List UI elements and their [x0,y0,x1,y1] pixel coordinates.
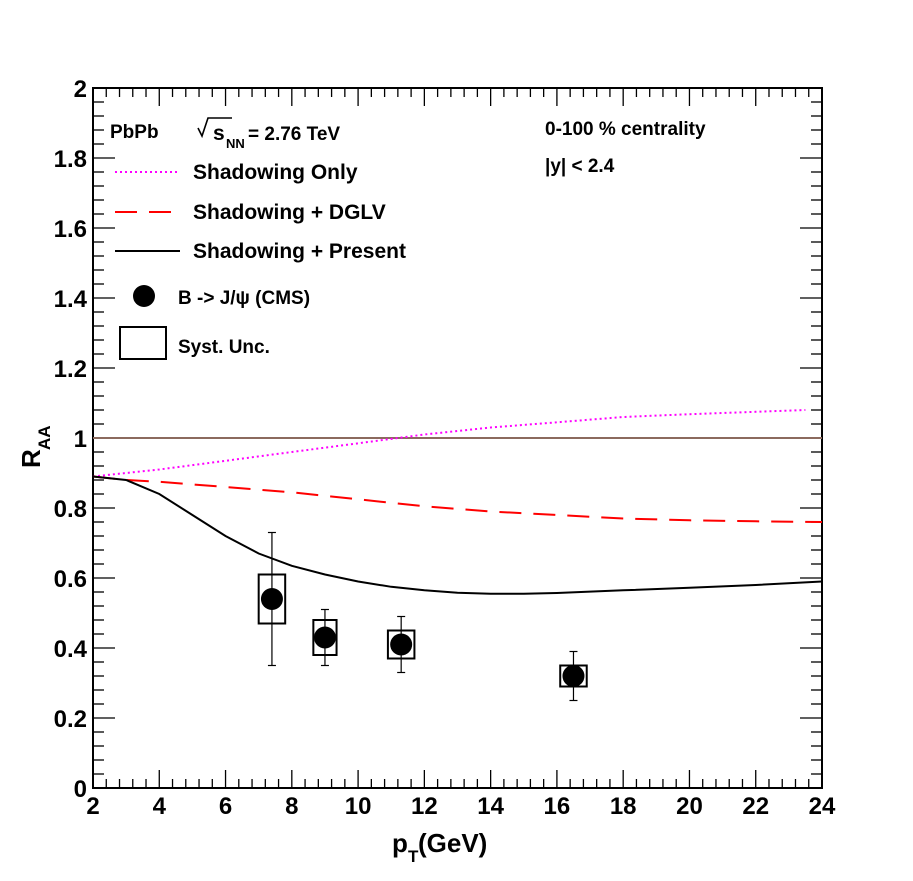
data-point-marker [313,626,336,649]
x-tick-label: 14 [477,793,504,820]
x-axis-title-sub: T [408,847,419,866]
sqrt-sign [197,117,232,139]
y-tick-label: 1.4 [54,286,88,313]
annotation-energy-sub: NN [226,136,245,151]
annotation-centrality: 0-100 % centrality [545,119,706,140]
text-layer: PbPb s NN = 2.76 TeV 0-100 % centrality … [16,117,706,866]
annotation-energy-prefix: s [213,122,225,145]
y-tick-label: 0.2 [54,706,87,733]
y-tick-label: 0.4 [54,636,88,663]
syst-unc-box [386,629,416,660]
syst-unc-box [312,619,338,656]
x-axis-title-unit: (GeV) [418,828,487,858]
legend-label-syst-unc: Syst. Unc. [178,337,270,358]
y-tick-label: 0 [74,776,87,803]
series-line-shadowing-present [92,475,823,595]
legend: Shadowing Only Shadowing + DGLV Shadowin… [115,161,406,360]
x-tick-label: 24 [809,793,836,820]
y-tick-label: 0.6 [54,566,87,593]
y-tick-label: 0.8 [54,496,87,523]
y-tick-label: 1.6 [54,216,87,243]
y-axis-title-main: R [16,449,46,468]
legend-swatch-syst-unc [119,326,167,360]
y-tick-label: 1.2 [54,356,87,383]
data-point-marker [390,633,413,656]
x-tick-label: 10 [345,793,372,820]
y-tick-label: 1 [74,426,87,453]
annotation-energy-value: = 2.76 TeV [248,124,340,145]
x-tick-label: 8 [285,793,298,820]
y-tick-label: 1.8 [54,146,87,173]
data-point-marker [562,665,585,687]
y-axis-title: R AA [16,425,54,468]
annotation-rapidity: |y| < 2.4 [545,156,615,177]
annotation-system: PbPb [110,122,159,143]
legend-label-shadowing-present: Shadowing + Present [193,240,406,263]
x-axis-title-main: p [392,828,408,858]
x-tick-label: 6 [219,793,232,820]
x-tick-label: 18 [610,793,637,820]
data-point-marker [260,588,283,610]
legend-label-shadowing-only: Shadowing Only [193,161,358,184]
legend-label-cms: B -> J/ψ (CMS) [178,288,310,309]
x-tick-label: 12 [411,793,438,820]
series-line-shadowing-only [92,409,806,478]
legend-marker-cms [133,285,155,307]
y-axis-title-sub: AA [35,425,54,450]
y-tick-label: 2 [74,76,87,103]
series-line-shadowing-dglv [92,475,823,523]
data-points-layer [257,531,588,702]
x-tick-label: 20 [676,793,703,820]
x-axis-title: p T (GeV) [392,828,487,866]
series-layer [92,409,823,595]
x-tick-label: 4 [153,793,167,820]
syst-unc-box [257,573,287,625]
x-tick-label: 16 [544,793,571,820]
x-tick-label: 22 [742,793,769,820]
x-tick-label: 2 [86,793,99,820]
legend-label-shadowing-dglv: Shadowing + DGLV [193,201,386,224]
axes: 2 4 6 8 10 12 14 16 18 20 22 2400.20.40.60.811.21.4… [54,76,836,820]
